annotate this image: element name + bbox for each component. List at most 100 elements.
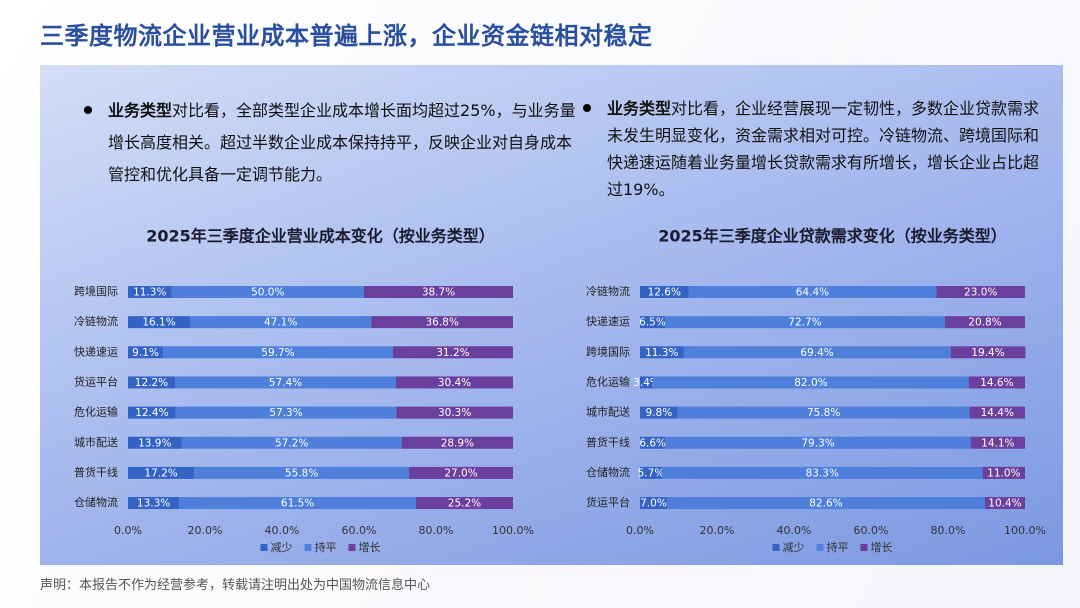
bar-segment [969, 406, 1025, 419]
data-label: 9.1% [132, 347, 159, 359]
bar-segment [128, 406, 176, 419]
data-label: 30.3% [438, 407, 471, 419]
bar-segment [640, 406, 678, 419]
data-label: 23.0% [964, 287, 997, 299]
chart-title: 2025年三季度企业营业成本变化（按业务类型） [146, 227, 495, 246]
bar-segment [128, 436, 182, 449]
bar-segment [128, 376, 175, 389]
legend-label: 持平 [315, 540, 337, 554]
x-tick-label: 40.0% [265, 524, 300, 537]
y-tick-label: 跨境国际 [586, 344, 630, 358]
bar-segment [640, 436, 666, 449]
data-label: 30.4% [438, 377, 471, 389]
data-label: 79.3% [801, 437, 834, 449]
bar-segment [392, 346, 513, 359]
bar-segment [409, 466, 513, 479]
y-tick-label: 城市配送 [586, 405, 630, 419]
bar-segment [640, 497, 667, 510]
data-label: 47.1% [264, 317, 297, 329]
data-label: 82.0% [794, 377, 827, 389]
y-tick-label: 快递速运 [586, 314, 630, 328]
bar-segment [936, 286, 1025, 298]
x-tick-label: 100.0% [1004, 524, 1046, 537]
bar-segment [181, 436, 402, 449]
bar-segment [194, 466, 410, 479]
data-label: 12.4% [135, 407, 168, 419]
bar-segment [640, 376, 654, 389]
data-label: 11.0% [987, 467, 1020, 479]
data-label: 59.7% [261, 347, 294, 359]
data-label: 50.0% [251, 287, 284, 299]
data-label: 57.4% [269, 377, 302, 389]
bar-segment [640, 286, 689, 298]
data-label: 11.3% [645, 347, 678, 359]
bar-segment [653, 376, 969, 389]
legend-swatch [860, 544, 868, 551]
footer: 声明：本报告不作为经营参考，转载请注明出处为中国物流信息中心 [40, 578, 431, 593]
y-tick-label: 危化运输 [74, 405, 118, 419]
data-label: 57.3% [269, 407, 302, 419]
bar-segment [640, 466, 662, 479]
data-label: 14.1% [981, 437, 1014, 449]
y-tick-label: 仓储物流 [74, 495, 118, 509]
data-label: 10.4% [988, 498, 1021, 510]
bar-segment [640, 346, 684, 359]
bullet-dot [84, 106, 92, 114]
bar-segment [665, 316, 945, 329]
y-tick-label: 跨境国际 [74, 284, 118, 298]
y-tick-label: 冷链物流 [74, 314, 118, 328]
bar-segment [395, 376, 513, 389]
bar-segment [163, 346, 393, 359]
legend-swatch [816, 544, 824, 551]
data-label: 6.6% [639, 437, 666, 449]
data-label: 6.5% [639, 317, 666, 329]
bar-segment [179, 497, 416, 510]
y-tick-label: 仓储物流 [586, 465, 630, 479]
bar-segment [970, 436, 1025, 449]
bar-segment [128, 466, 195, 479]
y-tick-label: 普货干线 [586, 435, 630, 449]
bar-segment [640, 316, 666, 329]
chart-title: 2025年三季度企业贷款需求变化（按业务类型） [658, 227, 1007, 246]
x-tick-label: 60.0% [854, 524, 889, 537]
bar-segment [661, 466, 983, 479]
bar-segment [968, 376, 1025, 389]
bullet: 业务类型对比看，企业经营展现一定韧性，多数企业贷款需求未发生明显变化，资金需求相… [583, 95, 1052, 203]
bar-segment [174, 376, 396, 389]
data-label: 61.5% [281, 498, 314, 510]
data-label: 75.8% [807, 407, 840, 419]
legend-label: 减少 [271, 541, 293, 554]
data-label: 38.7% [422, 287, 455, 299]
data-label: 13.9% [138, 437, 171, 449]
y-tick-label: 快递速运 [74, 344, 118, 358]
bullet-text: 对比看，企业经营展现一定韧性，多数企业贷款需求未发生明显变化，资金需求相对可控。… [607, 99, 1040, 199]
data-label: 31.2% [436, 347, 469, 359]
data-label: 36.8% [425, 317, 458, 329]
x-tick-label: 20.0% [188, 524, 223, 537]
data-label: 19.4% [971, 347, 1004, 359]
bar-segment [688, 286, 937, 298]
bar-segment [128, 346, 164, 359]
data-label: 13.3% [137, 498, 170, 510]
bar-segment [128, 316, 190, 329]
bar-segment [683, 346, 951, 359]
bar-segment [396, 406, 513, 419]
legend-swatch [304, 544, 312, 551]
legend-swatch [348, 544, 356, 551]
bar-segment [175, 406, 397, 419]
y-tick-label: 货运平台 [586, 495, 630, 509]
x-tick-label: 60.0% [342, 524, 377, 537]
bar-segment [171, 286, 365, 298]
data-label: 11.3% [133, 287, 166, 299]
bar-segment [950, 346, 1026, 359]
data-label: 16.1% [142, 317, 175, 329]
legend-swatch [260, 544, 268, 551]
data-label: 57.2% [275, 437, 308, 449]
data-label: 69.4% [800, 347, 833, 359]
x-tick-label: 0.0% [114, 524, 142, 537]
y-tick-label: 货运平台 [74, 374, 118, 388]
legend-label: 增长 [871, 540, 893, 554]
bullet-bold: 业务类型 [607, 99, 672, 118]
page-title: 三季度物流企业营业成本普遍上涨，企业资金链相对稳定 [40, 22, 653, 50]
